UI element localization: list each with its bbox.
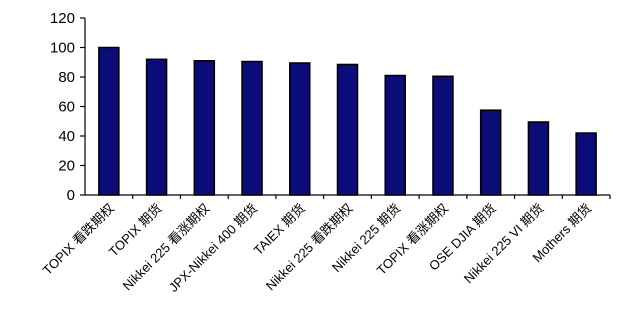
bar xyxy=(432,75,454,196)
y-tick-label: 0 xyxy=(67,187,75,204)
y-tick-label: 100 xyxy=(50,40,75,57)
y-tick-label: 120 xyxy=(50,10,75,27)
x-category-label: Nikkei 225 VI 期货 xyxy=(461,201,547,287)
y-tick-label: 60 xyxy=(58,99,75,116)
bar xyxy=(527,121,550,196)
y-tick-label: 20 xyxy=(58,158,75,175)
bar xyxy=(575,132,597,196)
bars xyxy=(98,46,611,199)
y-axis-ticks: 0 20 40 60 80 100 120 xyxy=(50,10,85,204)
x-category-label: Nikkei 225 看跌期权 xyxy=(263,201,356,294)
bar xyxy=(98,46,120,196)
bar xyxy=(145,58,168,196)
bar xyxy=(289,62,311,196)
y-tick-label: 80 xyxy=(58,69,75,86)
bar xyxy=(479,109,502,196)
x-category-label: JPX-Nikkei 400 期货 xyxy=(166,201,260,295)
y-tick-label: 40 xyxy=(58,128,75,145)
x-category-label: TOPIX 看跌期权 xyxy=(40,201,117,278)
x-category-label: Nikkei 225 看涨期权 xyxy=(120,201,213,294)
bar xyxy=(193,60,216,196)
bar xyxy=(336,63,359,196)
bar xyxy=(384,74,406,196)
bar xyxy=(241,60,263,196)
